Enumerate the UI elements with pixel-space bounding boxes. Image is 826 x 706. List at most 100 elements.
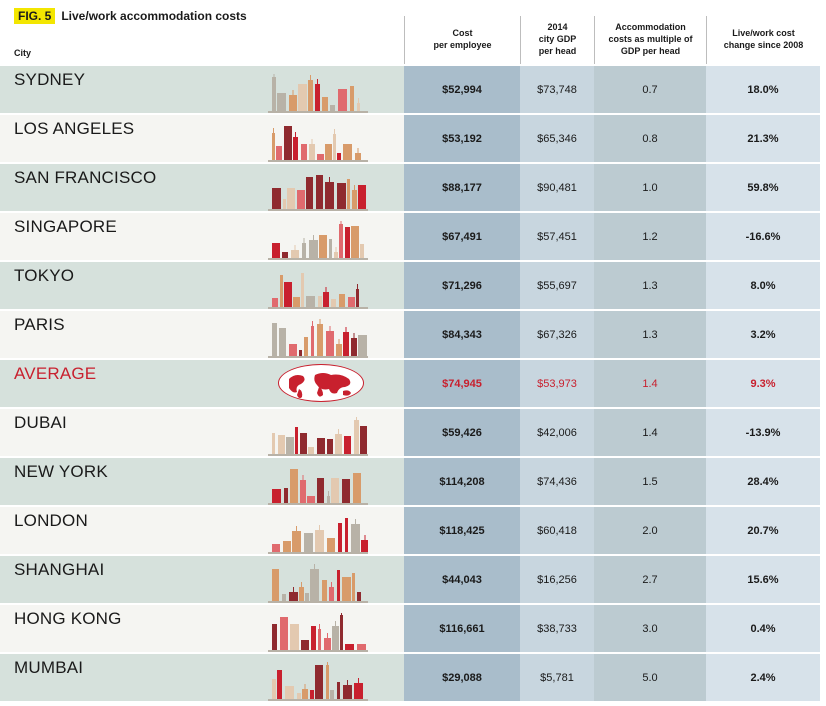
table-header: FIG. 5 Live/work accommodation costs Cit… [0,0,826,66]
change-cell: 18.0% [706,66,820,113]
multiple-cell: 0.7 [594,66,706,113]
multiple-cell: 3.0 [594,605,706,652]
change-cell: 2.4% [706,654,820,701]
skyline-icon [268,610,368,652]
gdp-cell: $67,326 [520,311,594,358]
gdp-cell: $65,346 [520,115,594,162]
gdp-cell: $90,481 [520,164,594,211]
skyline-icon [268,415,368,456]
change-cell: 3.2% [706,311,820,358]
table-row: SHANGHAI $44,043 $16,256 2.7 15.6% [0,556,826,603]
city-cell: AVERAGE [0,360,404,407]
skyline-icon [268,319,368,358]
cost-cell: $84,343 [404,311,520,358]
gdp-cell: $60,418 [520,507,594,554]
skyline-icon [268,172,368,211]
multiple-cell: 1.2 [594,213,706,260]
figure-title: FIG. 5 Live/work accommodation costs [14,8,247,24]
world-map-icon [278,364,364,402]
gdp-cell: $5,781 [520,654,594,701]
cost-cell: $74,945 [404,360,520,407]
city-name: SYDNEY [14,70,86,89]
city-name: LONDON [14,511,88,530]
gdp-cell: $73,748 [520,66,594,113]
city-cell: SYDNEY [0,66,404,113]
city-cell: SINGAPORE [0,213,404,260]
city-cell: DUBAI [0,409,404,456]
table-row-average: AVERAGE $74,945 $53,973 1.4 9.3% [0,360,826,407]
city-cell: HONG KONG [0,605,404,652]
change-cell: -13.9% [706,409,820,456]
gdp-cell: $53,973 [520,360,594,407]
table-row: DUBAI $59,426 $42,006 1.4 -13.9% [0,409,826,456]
change-cell: 21.3% [706,115,820,162]
city-cell: SHANGHAI [0,556,404,603]
figure-tag: FIG. 5 [14,8,56,24]
multiple-cell: 2.7 [594,556,706,603]
city-cell: LOS ANGELES [0,115,404,162]
cost-cell: $59,426 [404,409,520,456]
change-cell: 59.8% [706,164,820,211]
cost-cell: $52,994 [404,66,520,113]
table-row: SYDNEY $52,994 $73,748 0.7 18.0% [0,66,826,113]
gdp-cell: $57,451 [520,213,594,260]
city-name: TOKYO [14,266,75,285]
multiple-cell: 1.3 [594,311,706,358]
skyline-icon [268,660,368,701]
table-row: SAN FRANCISCO $88,177 $90,481 1.0 59.8% [0,164,826,211]
change-cell: 0.4% [706,605,820,652]
table-row: MUMBAI $29,088 $5,781 5.0 2.4% [0,654,826,701]
city-cell: PARIS [0,311,404,358]
city-name: NEW YORK [14,462,108,481]
column-header-change: Live/work cost change since 2008 [706,16,820,64]
skyline-icon [268,123,368,162]
multiple-cell: 1.3 [594,262,706,309]
city-name: AVERAGE [14,364,97,383]
city-name: DUBAI [14,413,67,432]
figure-title-text: Live/work accommodation costs [61,9,247,23]
cost-cell: $67,491 [404,213,520,260]
multiple-cell: 1.4 [594,360,706,407]
city-cell: TOKYO [0,262,404,309]
cost-cell: $29,088 [404,654,520,701]
change-cell: -16.6% [706,213,820,260]
cost-cell: $44,043 [404,556,520,603]
column-header-cost: Cost per employee [404,16,520,64]
city-name: SHANGHAI [14,560,105,579]
cost-cell: $71,296 [404,262,520,309]
gdp-cell: $74,436 [520,458,594,505]
city-cell: MUMBAI [0,654,404,701]
cost-cell: $88,177 [404,164,520,211]
city-name: HONG KONG [14,609,122,628]
city-name: SAN FRANCISCO [14,168,157,187]
city-cell: LONDON [0,507,404,554]
multiple-cell: 1.0 [594,164,706,211]
city-cell: NEW YORK [0,458,404,505]
table-row: TOKYO $71,296 $55,697 1.3 8.0% [0,262,826,309]
table-row: LOS ANGELES $53,192 $65,346 0.8 21.3% [0,115,826,162]
skyline-icon [268,270,368,309]
cost-cell: $53,192 [404,115,520,162]
column-header-city: City [14,48,32,58]
multiple-cell: 1.4 [594,409,706,456]
cost-cell: $114,208 [404,458,520,505]
city-name: MUMBAI [14,658,84,677]
table-row: PARIS $84,343 $67,326 1.3 3.2% [0,311,826,358]
table-row: NEW YORK $114,208 $74,436 1.5 28.4% [0,458,826,505]
table-row: SINGAPORE $67,491 $57,451 1.2 -16.6% [0,213,826,260]
gdp-cell: $16,256 [520,556,594,603]
change-cell: 8.0% [706,262,820,309]
cost-cell: $118,425 [404,507,520,554]
skyline-icon [268,515,369,554]
multiple-cell: 1.5 [594,458,706,505]
change-cell: 9.3% [706,360,820,407]
change-cell: 28.4% [706,458,820,505]
gdp-cell: $38,733 [520,605,594,652]
change-cell: 20.7% [706,507,820,554]
gdp-cell: $55,697 [520,262,594,309]
city-name: PARIS [14,315,65,334]
cost-cell: $116,661 [404,605,520,652]
multiple-cell: 2.0 [594,507,706,554]
multiple-cell: 0.8 [594,115,706,162]
